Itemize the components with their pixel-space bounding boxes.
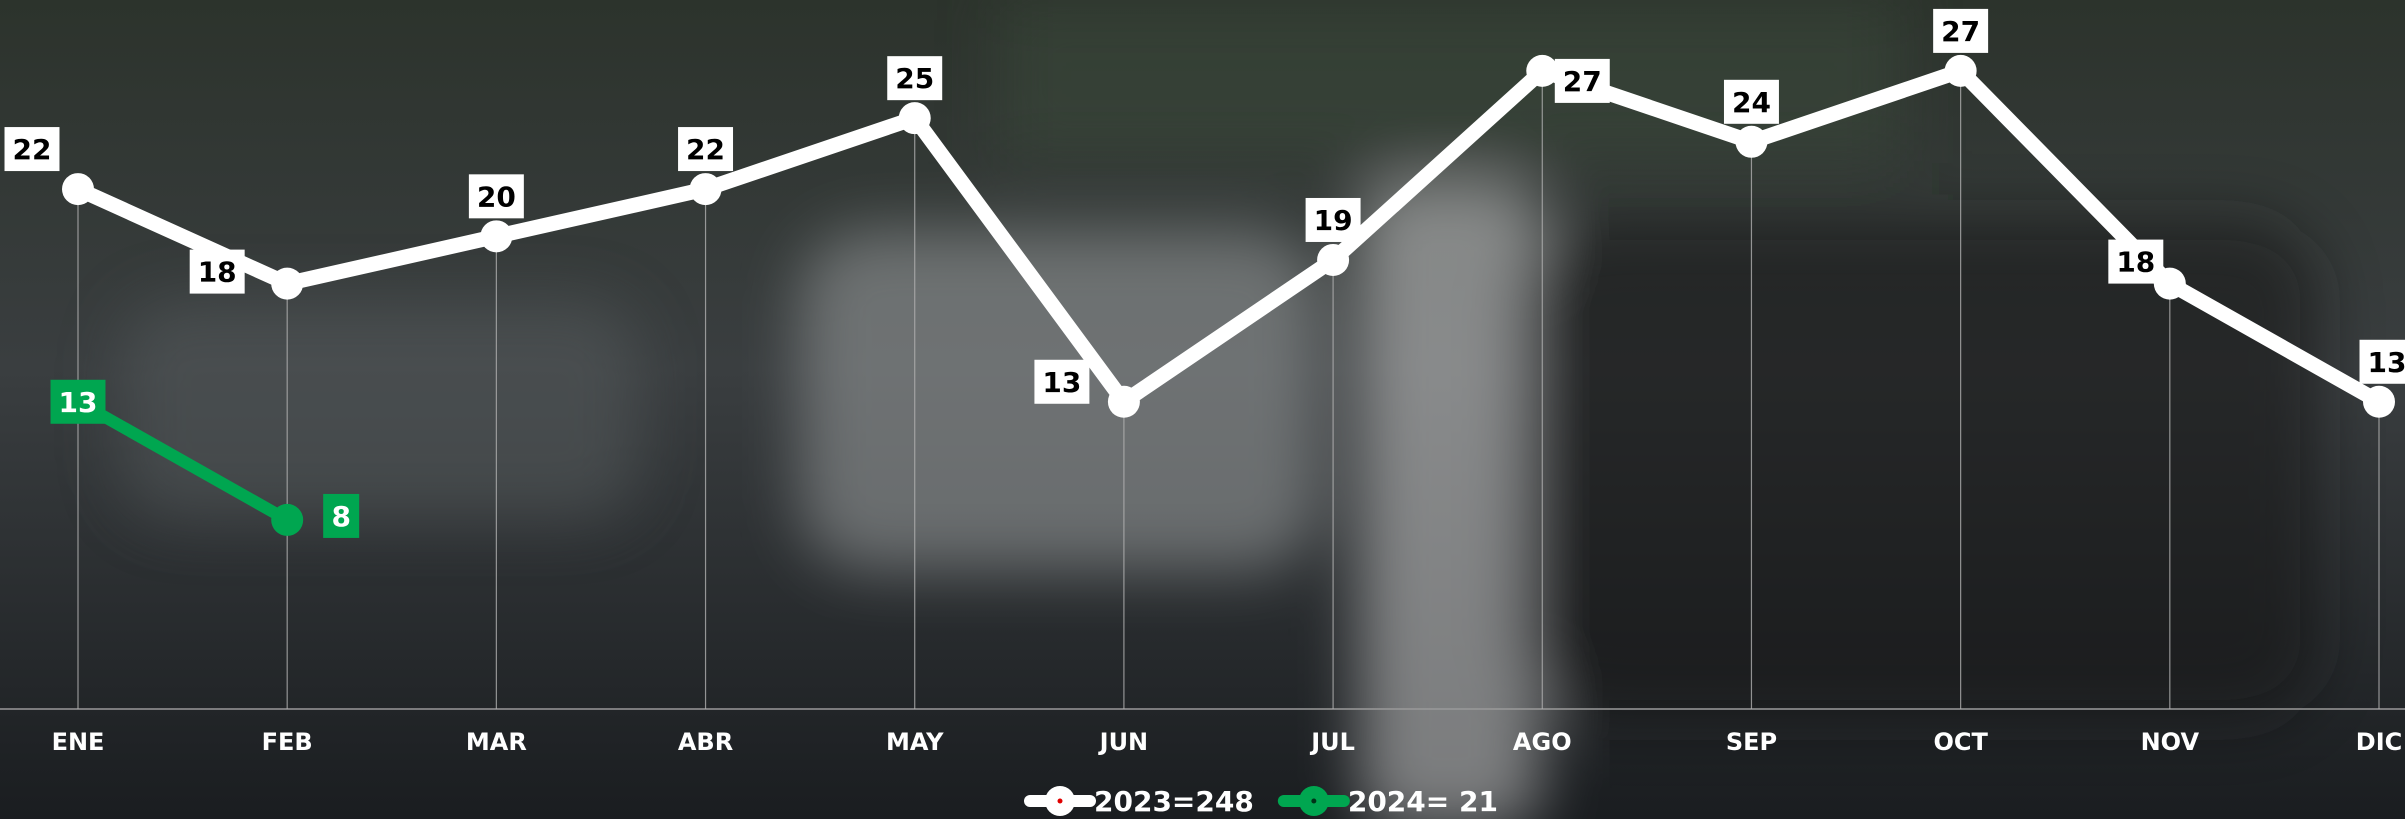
x-tick-label: SEP [1726, 728, 1777, 756]
x-tick-label: OCT [1933, 728, 1988, 756]
point [480, 220, 513, 253]
value-label-text: 18 [2116, 246, 2155, 279]
value-label-text: 13 [59, 386, 98, 419]
point [62, 173, 94, 206]
value-label-text: 18 [198, 256, 237, 289]
value-label: 13 [1034, 359, 1090, 404]
point [898, 102, 931, 135]
value-label: 19 [1305, 197, 1361, 242]
x-tick-label: MAY [886, 728, 944, 756]
value-label: 8 [323, 493, 360, 538]
value-label: 27 [1933, 8, 1989, 53]
legend-marker-dot [1057, 798, 1063, 804]
value-label-box [678, 127, 734, 172]
value-label-box [1933, 8, 1989, 53]
value-label-box [1723, 79, 1779, 124]
value-label-box [4, 127, 60, 172]
point [1944, 54, 1977, 87]
point [271, 503, 304, 536]
point [2363, 385, 2395, 418]
point [271, 267, 304, 300]
value-label-text: 27 [1941, 15, 1980, 48]
value-label-text: 22 [686, 133, 725, 166]
value-label: 22 [4, 127, 60, 172]
x-tick-label: DIC [2356, 728, 2402, 756]
value-label-box [189, 249, 245, 294]
value-label-text: 25 [895, 62, 934, 95]
value-label: 13 [50, 379, 106, 424]
value-label-box [2359, 339, 2405, 384]
value-label: 13 [2359, 339, 2405, 384]
point [1317, 243, 1350, 276]
value-label: 22 [678, 127, 734, 172]
legend-marker-dot [1311, 798, 1317, 804]
legend: 2023=248 2024= 21 [1024, 785, 1498, 818]
value-label-box [1034, 359, 1090, 404]
point [1107, 385, 1140, 418]
x-tick-label: NOV [2141, 728, 2200, 756]
legend-label: 2023=248 [1094, 785, 1254, 818]
value-label-text: 19 [1314, 204, 1353, 237]
value-label-text: 27 [1563, 65, 1602, 98]
point [1735, 125, 1768, 158]
x-tick-label: MAR [466, 728, 527, 756]
value-label-box [50, 379, 106, 424]
value-label: 25 [887, 56, 943, 101]
series-line [75, 396, 291, 526]
value-label-text: 20 [477, 180, 516, 213]
x-tick-label: JUL [1309, 728, 1355, 756]
value-label: 24 [1723, 79, 1779, 124]
point [1526, 54, 1559, 87]
value-label-box [887, 56, 943, 101]
value-label: 18 [189, 249, 245, 294]
value-label-box [1305, 197, 1361, 242]
value-label-text: 13 [2368, 346, 2405, 379]
x-tick-label: ABR [678, 728, 733, 756]
x-tick-label: AGO [1513, 728, 1572, 756]
value-label-text: 13 [1042, 366, 1081, 399]
value-label-text: 24 [1732, 86, 1771, 119]
value-label: 18 [2108, 239, 2164, 284]
point [689, 173, 722, 206]
x-tick-label: ENE [52, 728, 105, 756]
value-label: 27 [1554, 58, 1610, 103]
x-tick-label: FEB [262, 728, 313, 756]
series-line [74, 63, 2383, 410]
value-label-text: 22 [13, 133, 52, 166]
x-tick-label: JUN [1098, 728, 1149, 756]
value-label-box [2108, 239, 2164, 284]
legend-label: 2024= 21 [1348, 785, 1498, 818]
value-label-box [468, 174, 524, 219]
value-label-text: 8 [331, 500, 350, 533]
value-label: 20 [468, 174, 524, 219]
value-label-box [1554, 58, 1610, 103]
value-label-box [323, 493, 360, 538]
